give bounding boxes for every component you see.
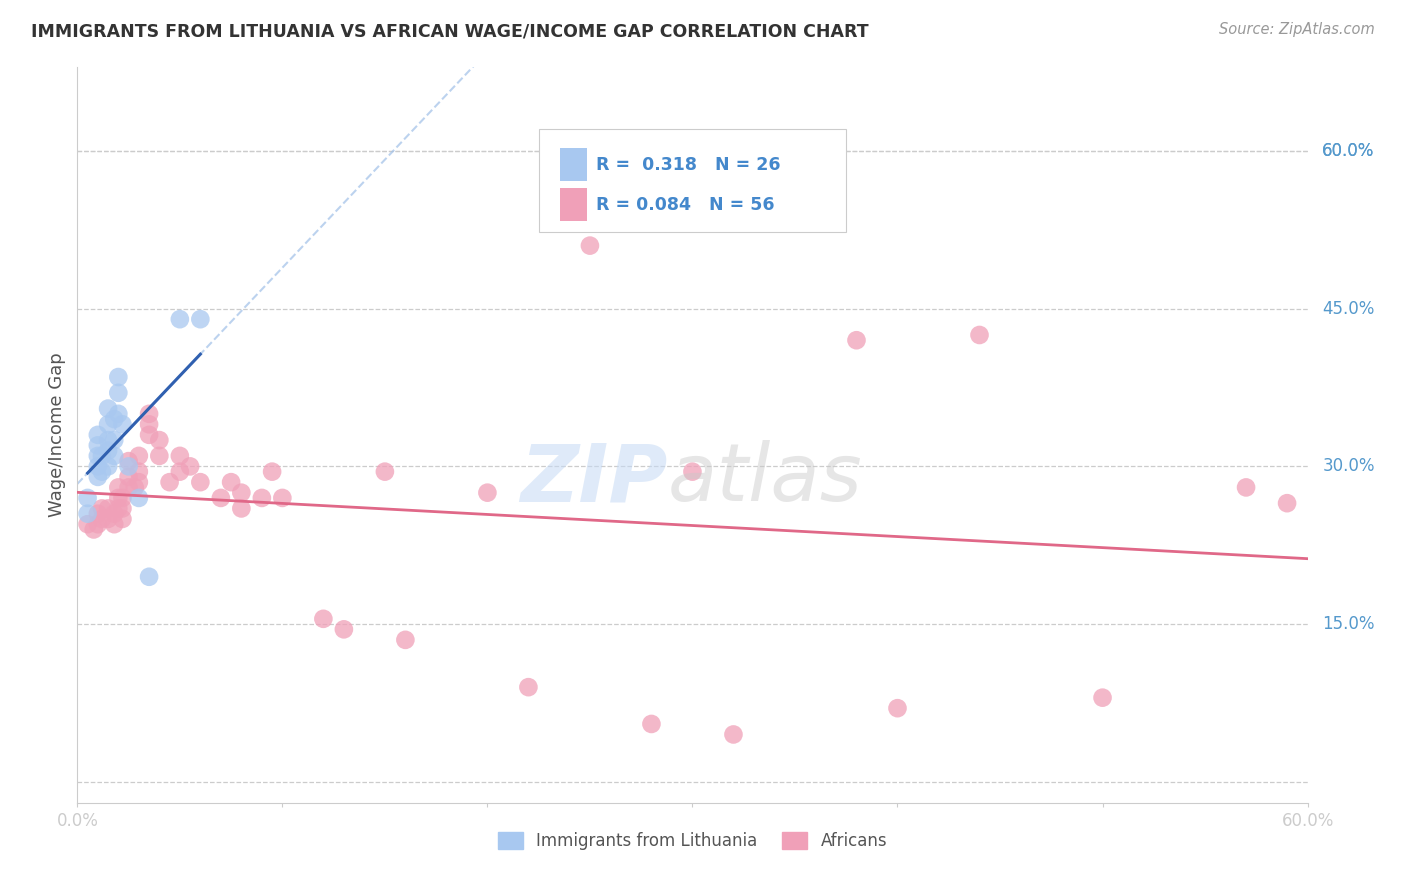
Point [87,459,110,474]
Point [97,401,120,416]
Text: ZIP: ZIP [520,440,668,518]
Point [117,480,139,494]
Point [90,465,114,479]
Point [271,491,294,505]
Point [90,449,114,463]
Text: Source: ZipAtlas.com: Source: ZipAtlas.com [1219,22,1375,37]
Point [148,433,170,447]
Point [723,727,745,741]
Point [138,570,160,584]
Point [103,412,125,426]
Point [97,417,120,432]
Point [76,491,98,505]
Point [117,454,139,468]
Point [97,443,120,458]
Point [107,407,129,421]
Point [117,459,139,474]
Point [128,475,150,490]
Point [103,433,125,447]
Point [128,449,150,463]
Text: atlas: atlas [668,440,863,518]
Point [886,701,908,715]
Point [1091,690,1114,705]
Point [111,512,134,526]
Point [90,501,114,516]
Point [640,717,662,731]
FancyBboxPatch shape [560,148,586,181]
Point [169,312,191,326]
Point [231,485,253,500]
Point [333,623,356,637]
Point [97,433,120,447]
Text: 15.0%: 15.0% [1323,615,1375,633]
Legend: Immigrants from Lithuania, Africans: Immigrants from Lithuania, Africans [491,825,894,857]
Point [188,312,212,326]
Point [188,475,212,490]
Point [83,523,105,537]
Point [1234,480,1257,494]
Point [169,465,191,479]
Text: 60.0%: 60.0% [1323,142,1375,160]
Point [231,501,253,516]
Point [107,385,129,400]
Point [169,449,191,463]
Point [103,449,125,463]
Point [87,517,110,532]
Point [103,507,125,521]
Text: R = 0.084   N = 56: R = 0.084 N = 56 [596,196,775,214]
Point [111,491,134,505]
Point [103,517,125,532]
Point [1275,496,1298,510]
Point [87,507,110,521]
Point [111,501,134,516]
Point [107,480,129,494]
Point [250,491,273,505]
Point [87,449,110,463]
Text: 60.0%: 60.0% [1323,142,1375,160]
Point [159,475,181,490]
Point [682,465,704,479]
FancyBboxPatch shape [560,188,586,221]
Point [845,333,868,347]
Point [97,459,120,474]
Point [107,370,129,384]
Point [969,328,991,343]
Point [107,491,129,505]
Point [219,475,242,490]
Point [117,470,139,484]
Point [138,428,160,442]
Point [97,501,120,516]
Point [517,680,540,694]
Text: R =  0.318   N = 26: R = 0.318 N = 26 [596,156,780,174]
Y-axis label: Wage/Income Gap: Wage/Income Gap [48,352,66,517]
Text: IMMIGRANTS FROM LITHUANIA VS AFRICAN WAGE/INCOME GAP CORRELATION CHART: IMMIGRANTS FROM LITHUANIA VS AFRICAN WAG… [31,22,869,40]
Point [107,501,129,516]
Point [374,465,396,479]
Point [138,417,160,432]
Point [90,512,114,526]
Point [87,428,110,442]
Point [312,612,335,626]
Point [128,491,150,505]
Point [579,238,602,252]
Point [76,507,98,521]
FancyBboxPatch shape [538,129,846,233]
Point [87,438,110,452]
Point [97,512,120,526]
Point [138,407,160,421]
Point [262,465,284,479]
Point [128,465,150,479]
Text: 30.0%: 30.0% [1323,458,1375,475]
Point [394,632,416,647]
Point [87,470,110,484]
Point [76,517,98,532]
Point [124,480,146,494]
Point [179,459,201,474]
Text: 45.0%: 45.0% [1323,300,1375,318]
Point [209,491,232,505]
Point [148,449,170,463]
Point [477,485,499,500]
Point [111,417,134,432]
